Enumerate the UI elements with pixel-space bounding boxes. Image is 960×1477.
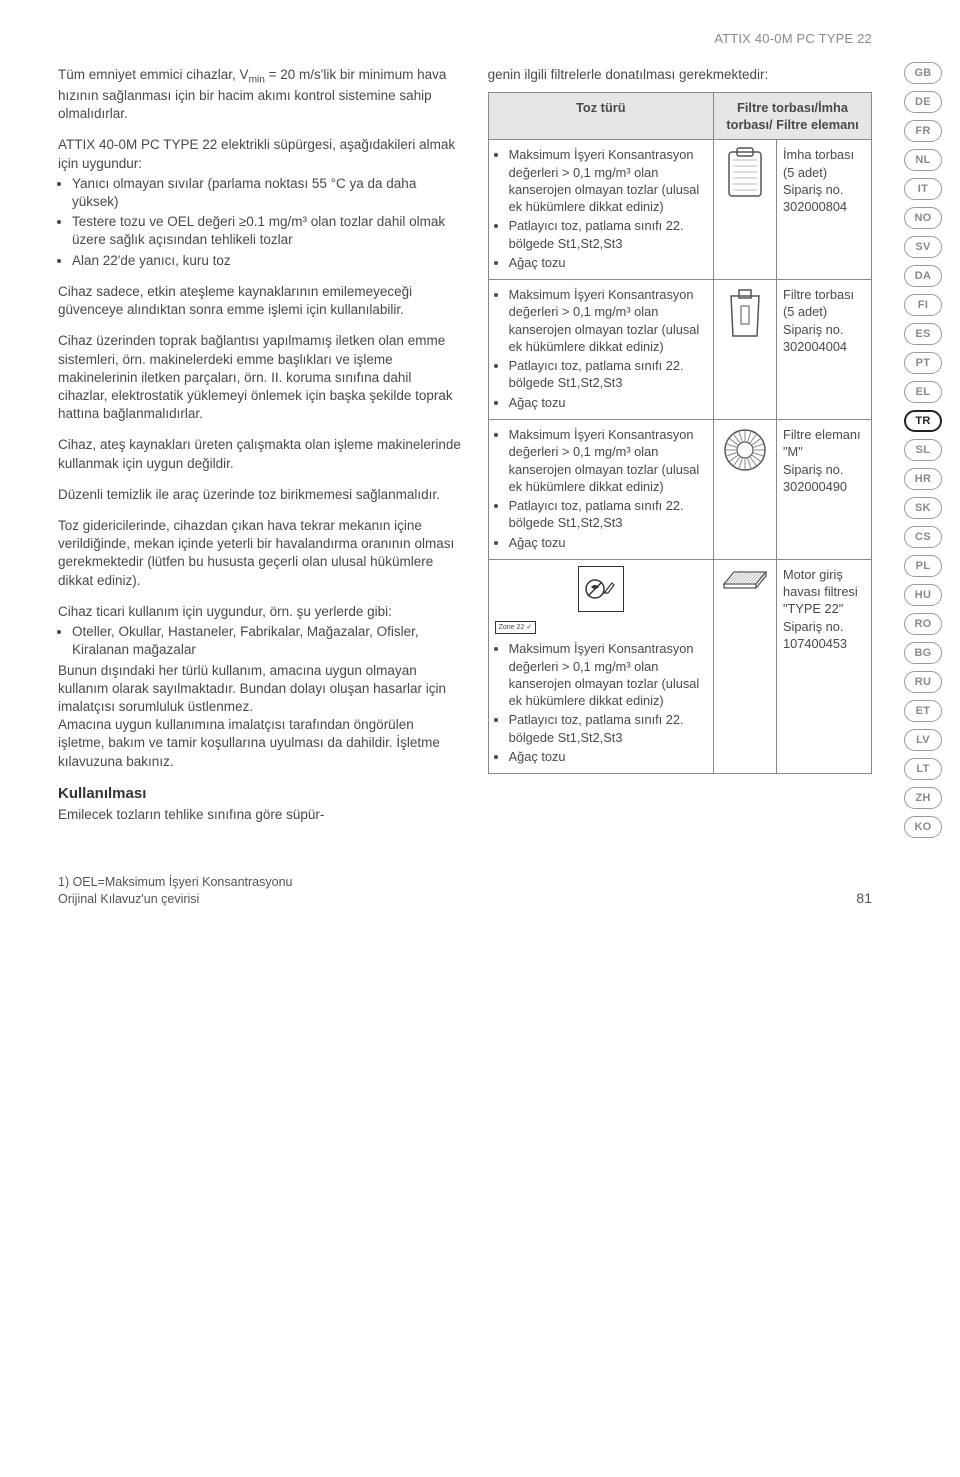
lang-pill-de[interactable]: DE [904, 91, 942, 113]
cell-dust-type: Maksimum İşyeri Konsantrasyon değerleri … [488, 420, 713, 560]
para-cleaning: Düzenli temizlik ile araç üzerinde toz b… [58, 486, 462, 504]
dust-item: Maksimum İşyeri Konsantrasyon değerleri … [509, 146, 707, 215]
suitable-list-item: Alan 22'de yanıcı, kuru toz [72, 252, 462, 270]
cell-dust-type: Zone 22 ✓ Maksimum İşyeri Konsantrasyon d… [488, 559, 713, 773]
commercial-list-item: Oteller, Okullar, Hastaneler, Fabrikalar… [72, 623, 462, 659]
para-suitable-intro: ATTIX 40-0M PC TYPE 22 elektrikli süpürg… [58, 136, 462, 172]
cell-filter-icon [714, 280, 777, 420]
dust-item: Patlayıcı toz, patlama sınıfı 22. bölged… [509, 357, 707, 392]
lang-pill-sk[interactable]: SK [904, 497, 942, 519]
right-column: genin ilgili filtrelerle donatılması ger… [488, 66, 872, 825]
right-intro: genin ilgili filtrelerle donatılması ger… [488, 66, 872, 84]
lang-pill-lv[interactable]: LV [904, 729, 942, 751]
lang-pill-da[interactable]: DA [904, 265, 942, 287]
lang-pill-nl[interactable]: NL [904, 149, 942, 171]
dust-item: Patlayıcı toz, patlama sınıfı 22. bölged… [509, 217, 707, 252]
dust-item: Ağaç tozu [509, 748, 707, 765]
lang-pill-cs[interactable]: CS [904, 526, 942, 548]
lang-pill-bg[interactable]: BG [904, 642, 942, 664]
cell-filter-result: Filtre elemanı "M" Sipariş no. 302000490 [777, 420, 872, 560]
dust-item: Maksimum İşyeri Konsantrasyon değerleri … [509, 286, 707, 355]
para-ignition: Cihaz sadece, etkin ateşleme kaynakların… [58, 283, 462, 319]
dust-item: Patlayıcı toz, patlama sınıfı 22. bölged… [509, 711, 707, 746]
dust-item: Patlayıcı toz, patlama sınıfı 22. bölged… [509, 497, 707, 532]
lang-pill-lt[interactable]: LT [904, 758, 942, 780]
left-column: Tüm emniyet emmici cihazlar, Vmin = 20 m… [58, 66, 462, 825]
table-row: Zone 22 ✓ Maksimum İşyeri Konsantrasyon d… [488, 559, 871, 773]
lang-pill-ko[interactable]: KO [904, 816, 942, 838]
cell-filter-result: Motor giriş havası filtresi "TYPE 22" Si… [777, 559, 872, 773]
lang-pill-tr[interactable]: TR [904, 410, 942, 432]
dust-item: Maksimum İşyeri Konsantrasyon değerleri … [509, 426, 707, 495]
lang-pill-pl[interactable]: PL [904, 555, 942, 577]
para-grounding: Cihaz üzerinden toprak bağlantısı yapılm… [58, 332, 462, 423]
para-commercial-after: Bunun dışındaki her türlü kullanım, amac… [58, 662, 462, 771]
th-filter: Filtre torbası/İmha torbası/ Filtre elem… [714, 92, 872, 140]
lang-pill-hr[interactable]: HR [904, 468, 942, 490]
para-usage-cont: Emilecek tozların tehlike sınıfına göre … [58, 806, 462, 824]
product-header: ATTIX 40-0M PC TYPE 22 [58, 30, 872, 48]
suitable-list: Yanıcı olmayan sıvılar (parlama noktası … [58, 175, 462, 270]
cell-filter-result: Filtre torbası (5 adet) Sipariş no. 3020… [777, 280, 872, 420]
table-row: Maksimum İşyeri Konsantrasyon değerleri … [488, 280, 871, 420]
section-heading-usage: Kullanılması [58, 784, 462, 804]
cell-dust-type: Maksimum İşyeri Konsantrasyon değerleri … [488, 280, 713, 420]
cell-filter-icon [714, 140, 777, 280]
para-commercial-intro: Cihaz ticari kullanım için uygundur, örn… [58, 603, 462, 621]
lang-pill-no[interactable]: NO [904, 207, 942, 229]
cell-filter-result: İmha torbası (5 adet) Sipariş no. 302000… [777, 140, 872, 280]
dust-item: Ağaç tozu [509, 254, 707, 271]
para-not-suitable: Cihaz, ateş kaynakları üreten çalışmakta… [58, 436, 462, 472]
language-nav: GB DE FR NL IT NO SV DA FI ES PT EL TR SL HR SK CS PL HU RO… [904, 62, 942, 838]
lang-pill-it[interactable]: IT [904, 178, 942, 200]
zone22-icon [578, 566, 624, 612]
footer-notes: 1) OEL=Maksimum İşyeri Konsantrasyonu Or… [58, 874, 292, 908]
lang-pill-es[interactable]: ES [904, 323, 942, 345]
table-row: Maksimum İşyeri Konsantrasyon değerleri … [488, 420, 871, 560]
th-dust-type: Toz türü [488, 92, 713, 140]
lang-pill-hu[interactable]: HU [904, 584, 942, 606]
dust-item: Maksimum İşyeri Konsantrasyon değerleri … [509, 640, 707, 709]
commercial-list: Oteller, Okullar, Hastaneler, Fabrikalar… [58, 623, 462, 659]
lang-pill-fi[interactable]: FI [904, 294, 942, 316]
lang-pill-el[interactable]: EL [904, 381, 942, 403]
filter-table: Toz türü Filtre torbası/İmha torbası/ Fi… [488, 92, 872, 774]
cell-dust-type: Maksimum İşyeri Konsantrasyon değerleri … [488, 140, 713, 280]
dust-item: Ağaç tozu [509, 394, 707, 411]
dust-item: Ağaç tozu [509, 534, 707, 551]
cell-filter-icon [714, 420, 777, 560]
lang-pill-fr[interactable]: FR [904, 120, 942, 142]
lang-pill-sv[interactable]: SV [904, 236, 942, 258]
zone22-label: Zone 22 ✓ [495, 621, 537, 634]
lang-pill-sl[interactable]: SL [904, 439, 942, 461]
lang-pill-et[interactable]: ET [904, 700, 942, 722]
footnote-translation: Orijinal Kılavuz'un çevirisi [58, 891, 292, 908]
page-number: 81 [856, 889, 872, 908]
lang-pill-ro[interactable]: RO [904, 613, 942, 635]
suitable-list-item: Yanıcı olmayan sıvılar (parlama noktası … [72, 175, 462, 211]
lang-pill-zh[interactable]: ZH [904, 787, 942, 809]
footnote-oel: 1) OEL=Maksimum İşyeri Konsantrasyonu [58, 874, 292, 891]
lang-pill-gb[interactable]: GB [904, 62, 942, 84]
para-vmin: Tüm emniyet emmici cihazlar, Vmin = 20 m… [58, 66, 462, 124]
table-row: Maksimum İşyeri Konsantrasyon değerleri … [488, 140, 871, 280]
suitable-list-item: Testere tozu ve OEL değeri ≥0.1 mg/m³ ol… [72, 213, 462, 249]
cell-filter-icon [714, 559, 777, 773]
para-ventilation: Toz gidericilerinde, cihazdan çıkan hava… [58, 517, 462, 590]
lang-pill-ru[interactable]: RU [904, 671, 942, 693]
lang-pill-pt[interactable]: PT [904, 352, 942, 374]
